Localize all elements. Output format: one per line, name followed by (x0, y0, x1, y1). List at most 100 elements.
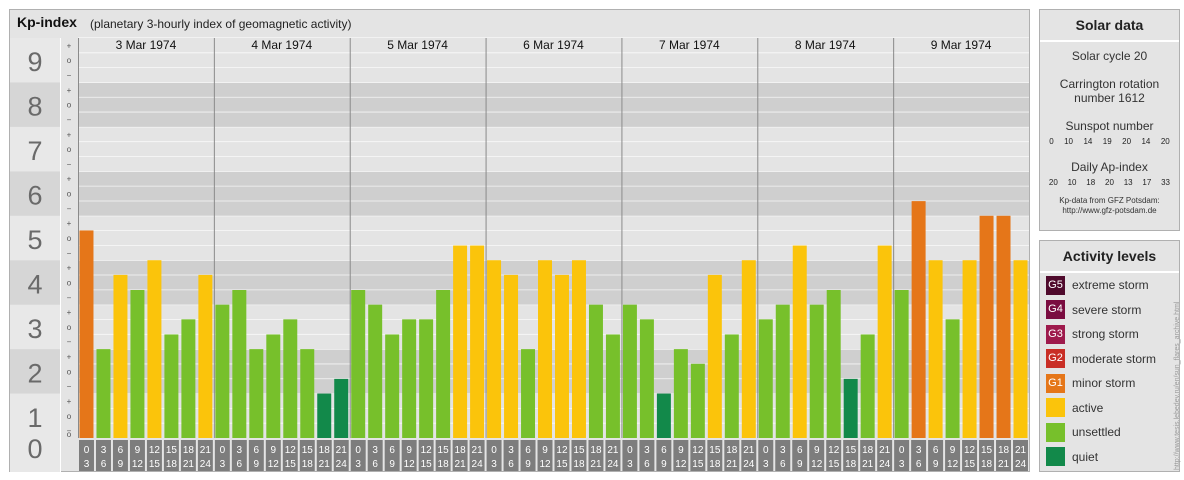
interval-start-label: 12 (149, 445, 161, 456)
legend-label: extreme storm (1072, 278, 1149, 292)
y-subtick-label: + (67, 86, 72, 95)
interval-start-label: 21 (743, 445, 755, 456)
legend-swatch (1046, 398, 1065, 417)
interval-cell (282, 440, 298, 471)
interval-end-label: 21 (862, 459, 874, 470)
interval-end-label: 3 (220, 459, 226, 470)
interval-end-label: 9 (118, 459, 124, 470)
interval-end-label: 6 (237, 459, 243, 470)
kp-bar (351, 290, 366, 438)
y-label-band (10, 215, 60, 261)
interval-end-label: 3 (627, 459, 633, 470)
interval-end-label: 18 (845, 459, 857, 470)
interval-end-label: 18 (573, 459, 585, 470)
kp-bar (147, 260, 162, 438)
interval-cell (945, 440, 961, 471)
interval-start-label: 12 (692, 445, 704, 456)
day-label: 5 Mar 1974 (387, 38, 448, 52)
kp-chart-panel: Kp-index (planetary 3-hourly index of ge… (9, 9, 1030, 472)
interval-end-label: 12 (404, 459, 416, 470)
y-subtick-label: + (67, 308, 72, 317)
y-label-band (10, 393, 60, 438)
kp-band (78, 215, 1029, 261)
y-subtick-label: − (67, 71, 72, 80)
interval-cell (639, 440, 655, 471)
interval-cell (826, 440, 842, 471)
interval-start-label: 21 (607, 445, 619, 456)
y-tick-label: 7 (27, 136, 42, 166)
interval-start-label: 3 (237, 445, 243, 456)
interval-start-label: 15 (438, 445, 450, 456)
kp-bar (113, 274, 128, 438)
legend-label: strong storm (1072, 327, 1139, 341)
interval-start-label: 9 (542, 445, 548, 456)
interval-cell (265, 440, 281, 471)
y-subtick-label: o (67, 101, 72, 110)
interval-cell (248, 440, 264, 471)
interval-start-label: 12 (421, 445, 433, 456)
y-tick-label: 4 (27, 269, 42, 299)
source-url: http://www.gfz-potsdam.de (1062, 206, 1157, 215)
interval-end-label: 9 (254, 459, 260, 470)
kp-bar-chart: 0123456789−o+−o+−o+−o+−o+−o+−o+−o+−o+o3 … (10, 37, 1029, 472)
interval-cell (758, 440, 774, 471)
interval-cell (588, 440, 604, 471)
kp-bar (1013, 260, 1028, 438)
interval-end-label: 3 (763, 459, 769, 470)
kp-band (78, 82, 1029, 127)
interval-end-label: 12 (132, 459, 144, 470)
interval-end-label: 21 (998, 459, 1010, 470)
legend-swatch (1046, 422, 1065, 442)
interval-end-label: 12 (811, 459, 823, 470)
interval-start-label: 12 (964, 445, 976, 456)
y-subtick-label: + (67, 130, 72, 139)
day-label: 7 Mar 1974 (659, 38, 720, 52)
y-subtick-label: − (67, 249, 72, 258)
interval-start-label: 9 (135, 445, 141, 456)
interval-cell (520, 440, 536, 471)
interval-start-label: 6 (254, 445, 260, 456)
legend-item-strong-storm: G3 strong storm (1046, 324, 1139, 344)
interval-cell (690, 440, 706, 471)
kp-bar (622, 304, 637, 438)
y-label-band (10, 349, 60, 394)
y-tick-label: 2 (27, 358, 42, 388)
kp-bar (385, 334, 400, 438)
legend-label: unsettled (1072, 425, 1121, 439)
kp-bar (673, 349, 688, 438)
interval-end-label: 21 (455, 459, 467, 470)
interval-start-label: 21 (200, 445, 212, 456)
interval-end-label: 3 (491, 459, 497, 470)
carrington-rotation-label: Carrington rotation (1059, 77, 1160, 91)
interval-cell (503, 440, 519, 471)
ap-value: 20 (1105, 178, 1114, 187)
day-label: 9 Mar 1974 (931, 38, 992, 52)
kp-bar (656, 393, 671, 438)
interval-cell (996, 440, 1012, 471)
interval-end-label: 12 (539, 459, 551, 470)
interval-end-label: 9 (389, 459, 395, 470)
solar-data-header: Solar data (1040, 10, 1179, 42)
interval-start-label: 12 (556, 445, 568, 456)
interval-start-label: 18 (455, 445, 467, 456)
y-tick-label: 9 (27, 47, 42, 77)
interval-start-label: 15 (709, 445, 721, 456)
daily-ap-label: Daily Ap-index (1071, 160, 1148, 174)
interval-cell (877, 440, 893, 471)
interval-cell (673, 440, 689, 471)
interval-cell (622, 440, 638, 471)
kp-bar (96, 349, 111, 438)
daily-ap-values: 20 10 18 20 13 17 33 (1040, 178, 1179, 187)
interval-cell (792, 440, 808, 471)
y-tick-label: 0 (27, 434, 42, 464)
interval-cell (333, 440, 349, 471)
interval-start-label: 15 (981, 445, 993, 456)
interval-end-label: 6 (508, 459, 514, 470)
legend-label: moderate storm (1072, 351, 1157, 366)
legend-item-moderate-storm: G2 moderate storm (1046, 349, 1156, 369)
interval-start-label: 9 (678, 445, 684, 456)
interval-end-label: 15 (692, 459, 704, 470)
kp-bar (843, 378, 858, 438)
activity-levels-panel: Activity levels G5 extreme storm G4 severe … (1039, 240, 1180, 472)
legend-item-severe-storm: G4 severe storm (1046, 300, 1141, 320)
